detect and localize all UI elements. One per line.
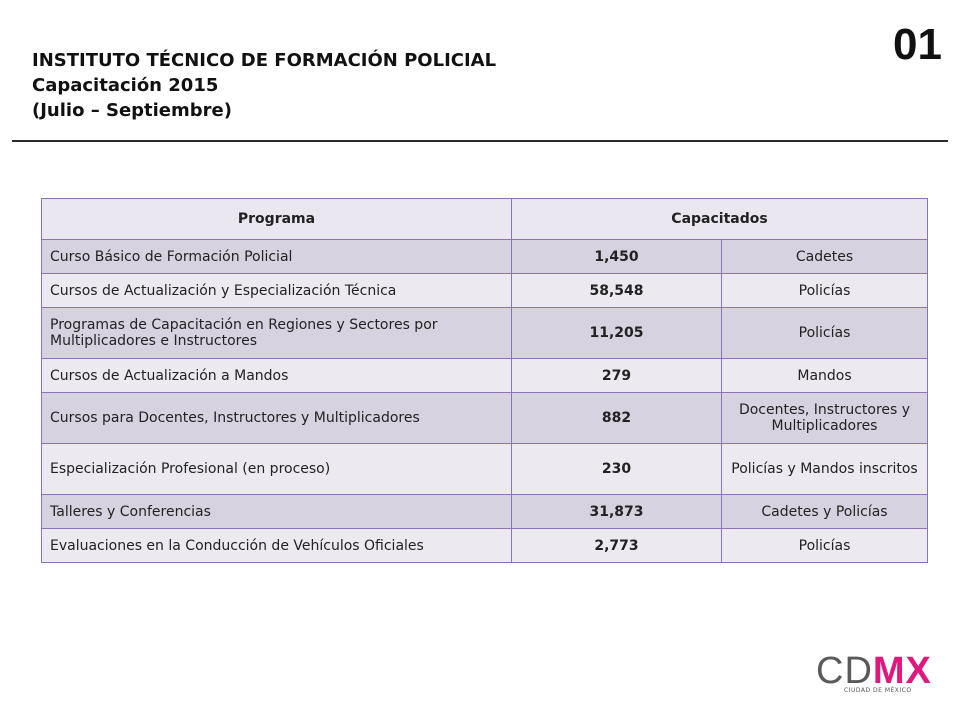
count-cell: 279 xyxy=(511,358,722,393)
table-row: Curso Básico de Formación Policial 1,450… xyxy=(41,239,928,274)
program-cell: Cursos de Actualización a Mandos xyxy=(41,358,512,393)
header-divider xyxy=(12,140,948,142)
program-cell: Evaluaciones en la Conducción de Vehícul… xyxy=(41,528,512,563)
program-cell: Cursos de Actualización y Especializació… xyxy=(41,273,512,308)
period-label: (Julio – Septiembre) xyxy=(32,100,232,121)
column-header-capacitados: Capacitados xyxy=(511,198,928,240)
table-row: Talleres y Conferencias 31,873 Cadetes y… xyxy=(41,494,928,529)
table-row: Evaluaciones en la Conducción de Vehícul… xyxy=(41,528,928,563)
logo-text-cd: CD xyxy=(816,650,873,692)
count-cell: 1,450 xyxy=(511,239,722,274)
program-cell: Curso Básico de Formación Policial xyxy=(41,239,512,274)
table-header-row: Programa Capacitados xyxy=(41,198,928,240)
count-cell: 58,548 xyxy=(511,273,722,308)
logo-subtitle: CIUDAD DE MÉXICO xyxy=(844,687,912,694)
program-cell: Programas de Capacitación en Regiones y … xyxy=(41,307,512,359)
training-table: Programa Capacitados Curso Básico de For… xyxy=(41,198,928,563)
table-row: Cursos para Docentes, Instructores y Mul… xyxy=(41,392,928,444)
table-row: Programas de Capacitación en Regiones y … xyxy=(41,307,928,359)
count-cell: 2,773 xyxy=(511,528,722,563)
program-cell: Cursos para Docentes, Instructores y Mul… xyxy=(41,392,512,444)
count-cell: 11,205 xyxy=(511,307,722,359)
count-cell: 31,873 xyxy=(511,494,722,529)
document-header: INSTITUTO TÉCNICO DE FORMACIÓN POLICIAL … xyxy=(32,48,496,123)
institution-title: INSTITUTO TÉCNICO DE FORMACIÓN POLICIAL xyxy=(32,50,497,71)
cdmx-logo: CDMX CIUDAD DE MÉXICO xyxy=(816,650,931,696)
program-cell: Talleres y Conferencias xyxy=(41,494,512,529)
trainee-type-cell: Policías y Mandos inscritos xyxy=(721,443,928,495)
column-header-programa: Programa xyxy=(41,198,512,240)
trainee-type-cell: Cadetes xyxy=(721,239,928,274)
trainee-type-cell: Docentes, Instructores y Multiplicadores xyxy=(721,392,928,444)
page-number: 01 xyxy=(893,20,942,69)
table-row: Especialización Profesional (en proceso)… xyxy=(41,443,928,495)
trainee-type-cell: Cadetes y Policías xyxy=(721,494,928,529)
trainee-type-cell: Policías xyxy=(721,307,928,359)
count-cell: 882 xyxy=(511,392,722,444)
trainee-type-cell: Policías xyxy=(721,528,928,563)
trainee-type-cell: Mandos xyxy=(721,358,928,393)
table-row: Cursos de Actualización y Especializació… xyxy=(41,273,928,308)
logo-text-mx: MX xyxy=(872,650,932,692)
program-cell: Especialización Profesional (en proceso) xyxy=(41,443,512,495)
trainee-type-cell: Policías xyxy=(721,273,928,308)
count-cell: 230 xyxy=(511,443,722,495)
document-subtitle: Capacitación 2015 xyxy=(32,75,219,96)
logo-wordmark: CDMX xyxy=(816,650,931,692)
table-row: Cursos de Actualización a Mandos 279 Man… xyxy=(41,358,928,393)
